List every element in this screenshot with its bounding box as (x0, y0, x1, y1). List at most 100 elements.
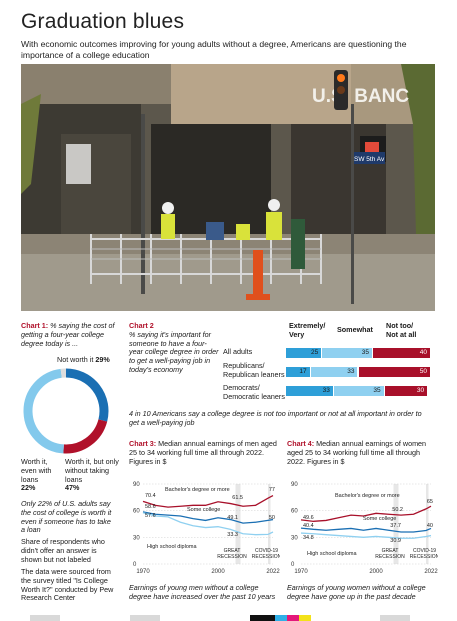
y-tick-label: 90 (291, 482, 298, 488)
start-value-label: 58.6 (145, 504, 156, 510)
x-tick-label: 1970 (294, 569, 308, 575)
series-label-1: Some college (187, 507, 220, 513)
recession-label-1: COVID-19 RECESSION (252, 548, 280, 560)
end-value-label: 50.2 (392, 507, 403, 513)
y-tick-label: 90 (133, 482, 140, 488)
chart4-line-chart: 0 30 60 90 1970 2000 2022 Bachelor's degree or … (291, 482, 438, 575)
bar-0-0: 25 (286, 348, 322, 358)
chart3-heading-text: Median annual earnings of men aged 25 to… (129, 439, 277, 466)
series-line-2 (142, 512, 274, 536)
chart1-note2: Share of respondents who didn't offer an… (21, 537, 105, 564)
bar-0-1: 35 (322, 348, 372, 358)
bar-2-1: 35 (333, 386, 384, 396)
bottom-color-strip (30, 615, 410, 621)
chart2-col-header-0: Extremely/ Very (289, 321, 326, 339)
y-tick-label: 0 (133, 562, 137, 568)
start-value-label: 40.4 (303, 523, 314, 529)
chart4-caption: Earnings of young women without a colleg… (287, 583, 426, 601)
bar-1-0: 17 (286, 367, 310, 377)
bar-value-label: 30 (416, 387, 425, 394)
end-value-label: 37.7 (390, 523, 401, 529)
chart3-line-chart: 0 30 60 90 1970 2000 2022 Bachelor's degree or … (133, 482, 280, 575)
donut-slice-1 (63, 419, 108, 454)
start-value-label: 57.6 (145, 513, 156, 519)
series-line-1 (142, 511, 274, 524)
start-value-label: 49.6 (303, 515, 314, 521)
series-label-0: Bachelor's degree or more (335, 493, 400, 499)
series-label-2: High school diploma (147, 544, 197, 550)
start-value-label: 70.4 (145, 493, 156, 499)
page-title: Graduation blues (21, 10, 185, 33)
bar-value-label: 35 (373, 387, 381, 394)
chart1-heading-text: % saying the cost of getting a four-year… (21, 321, 115, 348)
chart4-label: Chart 4: (287, 439, 315, 448)
end-value-label: 30.9 (390, 538, 401, 544)
bar-value-label: 33 (347, 368, 355, 375)
y-tick-label: 30 (291, 535, 298, 541)
bar-2-0: 33 (286, 386, 333, 396)
donut-slice-0 (65, 368, 109, 422)
bank-sign: U.S. BANC (312, 86, 409, 107)
recession-shade-1 (426, 484, 429, 564)
photo-drawing: U.S. BANC SW 5th Av (21, 64, 435, 311)
chart3-heading: Chart 3: Median annual earnings of men a… (129, 439, 279, 466)
y-tick-label: 60 (291, 509, 298, 515)
bar-value-label: 40 (419, 349, 427, 356)
end-value-label: 77 (269, 487, 275, 493)
x-tick-label: 2022 (266, 569, 280, 575)
chart2-row-2: Democrats/ Democratic leaners (223, 383, 285, 401)
chart2-footnote: 4 in 10 Americans say a college degree i… (129, 409, 422, 427)
series-line-1 (300, 527, 432, 533)
x-tick-label: 2000 (211, 569, 225, 575)
chart1-note3: The data were sourced from the survey ti… (21, 567, 114, 603)
bar-value-label: 25 (311, 349, 319, 356)
chart4-heading: Chart 4: Median annual earnings of women… (287, 439, 435, 466)
chart1-note1: Only 22% of U.S. adults say the cost of … (21, 499, 112, 535)
chart1-label: Chart 1: (21, 321, 49, 330)
street-sign: SW 5th Av (354, 156, 385, 163)
end-value-label: 61.5 (232, 495, 243, 501)
series-label-2: High school diploma (307, 551, 357, 557)
chart4-heading-text: Median annual earnings of women aged 25 … (287, 439, 427, 466)
series-line-0 (300, 505, 432, 522)
chart3-label: Chart 3: (129, 439, 157, 448)
series-label-1: Some college (363, 516, 396, 522)
chart1-heading: Chart 1: % saying the cost of getting a … (21, 321, 121, 348)
bar-1-1: 33 (310, 367, 358, 377)
chart1-worth-loans-value: 22% (21, 483, 36, 493)
page-subtitle: With economic outcomes improving for you… (21, 39, 407, 60)
recession-shade-0 (393, 484, 399, 564)
chart1-worth-no-loans-value: 47% (65, 483, 80, 493)
series-line-2 (300, 532, 432, 539)
chart2-row-0: All adults (223, 347, 253, 356)
bar-value-label: 50 (419, 368, 427, 375)
end-value-label: 40 (427, 523, 433, 529)
street-construction-photo: U.S. BANC SW 5th Av (21, 64, 435, 311)
y-tick-label: 0 (291, 562, 295, 568)
series-line-0 (142, 494, 274, 508)
chart1-not-worth-value: 29% (95, 355, 110, 364)
chart2-heading: Chart 2 % saying it's important for some… (129, 321, 219, 375)
start-value-label: 34.8 (303, 535, 314, 541)
recession-shade-1 (268, 484, 271, 564)
bar-1-2: 50 (358, 367, 430, 377)
chart2-row-1: Republicans/ Republican leaners (223, 361, 285, 379)
chart2-heading-text: % saying it's important for someone to h… (129, 329, 219, 374)
x-tick-label: 1970 (136, 569, 150, 575)
chart1-not-worth-label: Not worth it (57, 355, 94, 364)
chart1-legend-no-loans: Worth it, but only without taking loans … (65, 457, 120, 493)
x-tick-label: 2022 (424, 569, 438, 575)
end-value-label: 49.1 (227, 515, 238, 521)
chart1-not-worth: Not worth it 29% (57, 355, 110, 365)
chart3-caption: Earnings of young men without a college … (129, 583, 276, 601)
chart2-col-header-1: Somewhat (337, 325, 373, 334)
recession-label-1: COVID-19 RECESSION (410, 548, 438, 560)
y-tick-label: 30 (133, 535, 140, 541)
x-tick-label: 2000 (369, 569, 383, 575)
series-label-0: Bachelor's degree or more (165, 487, 230, 493)
chart1-legend-loans: Worth it, even with loans 22% (21, 457, 61, 493)
recession-label-0: GREAT RECESSION (217, 548, 247, 560)
end-value-label: 50 (269, 515, 275, 521)
chart1-donut (23, 368, 109, 454)
chart1-worth-loans-label: Worth it, even with loans (21, 457, 52, 484)
